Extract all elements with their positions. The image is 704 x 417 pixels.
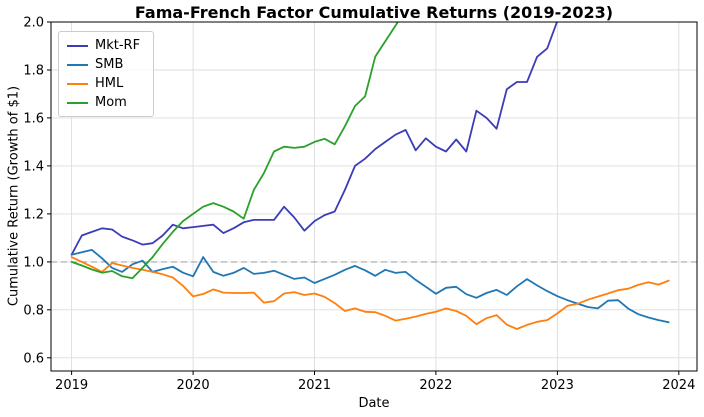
legend-label-hml: HML bbox=[95, 76, 124, 91]
line-smb bbox=[70, 248, 670, 324]
y-tick-label-2.0: 2.0 bbox=[23, 16, 44, 31]
y-tick-label-0.6: 0.6 bbox=[23, 351, 44, 366]
y-tick-label-1.2: 1.2 bbox=[23, 207, 44, 222]
y-tick-label-0.8: 0.8 bbox=[23, 303, 44, 318]
x-tick-label-2021: 2021 bbox=[298, 378, 331, 393]
line-mom bbox=[70, 22, 399, 280]
smb-line-swatch bbox=[67, 63, 88, 66]
x-tick-label-2020: 2020 bbox=[177, 378, 210, 393]
plot-border bbox=[50, 21, 698, 372]
legend-row-mom: Mom bbox=[67, 95, 145, 110]
legend-label-mom: Mom bbox=[95, 95, 127, 110]
y-tick-label-1.6: 1.6 bbox=[23, 111, 44, 126]
y-tick-label-1.4: 1.4 bbox=[23, 159, 44, 174]
legend-row-hml: HML bbox=[67, 76, 145, 91]
y-tick-label-1.8: 1.8 bbox=[23, 64, 44, 79]
x-tick-label-2019: 2019 bbox=[55, 378, 88, 393]
legend-label-smb: SMB bbox=[95, 57, 124, 72]
x-tick-label-2023: 2023 bbox=[541, 378, 574, 393]
legend: Mkt-RF SMB HML Mom bbox=[58, 31, 154, 117]
mom-line-swatch bbox=[67, 101, 88, 104]
y-tick-label-1.0: 1.0 bbox=[23, 255, 44, 270]
chart-title: Fama-French Factor Cumulative Returns (2… bbox=[134, 3, 614, 22]
x-tick-label-2024: 2024 bbox=[662, 378, 695, 393]
x-axis-label: Date bbox=[358, 396, 390, 411]
x-tick-label-2022: 2022 bbox=[419, 378, 452, 393]
legend-label-mkt-rf: Mkt-RF bbox=[95, 38, 141, 53]
line-mkt-rf bbox=[70, 22, 558, 256]
line-hml bbox=[70, 256, 670, 330]
hml-line-swatch bbox=[67, 82, 88, 85]
legend-row-smb: SMB bbox=[67, 57, 145, 72]
mkt-rf-line-swatch bbox=[67, 44, 88, 47]
y-axis-label: Cumulative Return (Growth of $1) bbox=[6, 85, 22, 307]
legend-row-mkt-rf: Mkt-RF bbox=[67, 38, 145, 53]
